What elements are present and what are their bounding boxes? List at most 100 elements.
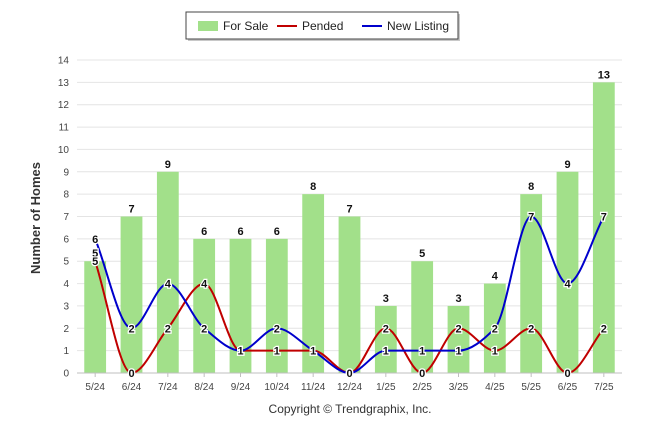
y-tick-label: 3 xyxy=(63,301,69,312)
data-label-new-listing: 2 xyxy=(201,323,207,335)
y-tick-label: 9 xyxy=(63,167,69,178)
y-tick-label: 4 xyxy=(63,279,69,290)
data-label-new-listing: 4 xyxy=(564,279,571,291)
data-label-pended: 4 xyxy=(201,279,208,291)
data-label-pended: 2 xyxy=(601,323,607,335)
data-label-new-listing: 2 xyxy=(128,323,134,335)
bar-for-sale[interactable] xyxy=(193,238,216,373)
data-label-for-sale: 8 xyxy=(528,181,534,193)
y-tick-label: 12 xyxy=(58,100,70,111)
series-lines xyxy=(94,215,605,375)
data-label-new-listing: 1 xyxy=(310,346,316,358)
data-label-pended: 1 xyxy=(310,346,316,358)
data-label-for-sale: 9 xyxy=(564,159,570,171)
x-tick-label: 4/25 xyxy=(485,382,505,393)
data-label-for-sale: 9 xyxy=(165,159,171,171)
x-tick-label: 6/24 xyxy=(122,382,142,393)
y-axis-title: Number of Homes xyxy=(28,162,43,274)
legend-label-new-listing[interactable]: New Listing xyxy=(387,19,449,33)
x-tick-label: 1/25 xyxy=(376,382,396,393)
data-label-new-listing: 7 xyxy=(601,212,607,224)
data-label-pended: 1 xyxy=(274,346,280,358)
data-label-pended: 0 xyxy=(128,368,134,380)
data-label-for-sale: 6 xyxy=(274,226,280,238)
data-label-for-sale: 3 xyxy=(383,293,389,305)
bar-for-sale[interactable] xyxy=(411,261,434,373)
x-tick-label: 8/24 xyxy=(194,382,214,393)
bar-for-sale[interactable] xyxy=(229,238,252,373)
data-label-for-sale: 8 xyxy=(310,181,316,193)
data-label-new-listing: 0 xyxy=(346,368,352,380)
bar-for-sale[interactable] xyxy=(374,305,397,373)
data-label-pended: 0 xyxy=(564,368,570,380)
bar-for-sale[interactable] xyxy=(84,261,107,373)
x-tick-label: 11/24 xyxy=(301,382,326,393)
data-label-for-sale: 13 xyxy=(598,69,610,81)
legend-label-for-sale[interactable]: For Sale xyxy=(223,19,269,33)
data-label-new-listing: 1 xyxy=(383,346,389,358)
legend-box xyxy=(185,11,459,40)
y-tick-label: 1 xyxy=(63,346,69,357)
bar-for-sale[interactable] xyxy=(338,216,361,374)
data-label-for-sale: 6 xyxy=(237,226,243,238)
y-tick-label: 7 xyxy=(63,212,69,223)
bar-for-sale[interactable] xyxy=(592,82,615,373)
legend-swatch-for-sale xyxy=(198,21,218,31)
data-label-new-listing: 2 xyxy=(274,323,280,335)
x-tick-label: 5/25 xyxy=(521,382,541,393)
copyright-text: Copyright © Trendgraphix, Inc. xyxy=(269,402,432,416)
y-tick-label: 10 xyxy=(58,145,70,156)
x-tick-label: 6/25 xyxy=(558,382,578,393)
data-label-new-listing: 6 xyxy=(92,234,98,246)
y-tick-label: 8 xyxy=(63,190,69,201)
data-label-pended: 2 xyxy=(383,323,389,335)
y-tick-label: 6 xyxy=(63,234,69,245)
bar-for-sale[interactable] xyxy=(156,171,179,373)
x-tick-label: 3/25 xyxy=(449,382,469,393)
y-tick-label: 2 xyxy=(63,324,69,335)
data-label-for-sale: 7 xyxy=(128,204,134,216)
data-label-new-listing: 2 xyxy=(492,323,498,335)
bar-for-sale[interactable] xyxy=(556,171,579,373)
data-label-new-listing: 1 xyxy=(419,346,425,358)
legend-label-pended[interactable]: Pended xyxy=(302,19,343,33)
bar-for-sale[interactable] xyxy=(520,194,543,373)
data-label-pended: 1 xyxy=(492,346,498,358)
bar-for-sale[interactable] xyxy=(447,305,470,373)
data-label-for-sale: 5 xyxy=(92,248,98,260)
bars-for-sale xyxy=(84,82,615,374)
x-tick-label: 7/25 xyxy=(594,382,614,393)
x-tick-label: 9/24 xyxy=(231,382,251,393)
legend[interactable]: For Sale Pended New Listing xyxy=(185,11,460,41)
data-label-new-listing: 7 xyxy=(528,212,534,224)
data-label-for-sale: 5 xyxy=(419,248,425,260)
data-label-for-sale: 3 xyxy=(455,293,461,305)
data-label-new-listing: 1 xyxy=(455,346,461,358)
data-label-for-sale: 4 xyxy=(492,271,499,283)
y-tick-label: 0 xyxy=(63,369,69,380)
y-tick-label: 5 xyxy=(63,257,69,268)
data-label-pended: 5 xyxy=(92,256,98,268)
data-label-pended: 0 xyxy=(419,368,425,380)
bar-for-sale[interactable] xyxy=(302,194,325,373)
x-tick-label: 10/24 xyxy=(264,382,289,393)
data-label-pended: 1 xyxy=(237,346,243,358)
bar-for-sale[interactable] xyxy=(120,216,143,374)
data-label-pended: 0 xyxy=(346,368,352,380)
x-tick-label: 5/24 xyxy=(85,382,105,393)
data-label-for-sale: 6 xyxy=(201,226,207,238)
bar-for-sale[interactable] xyxy=(265,238,288,373)
data-label-new-listing: 1 xyxy=(237,346,243,358)
data-label-for-sale: 7 xyxy=(346,204,352,216)
y-tick-label: 13 xyxy=(58,78,70,89)
y-tick-label: 11 xyxy=(59,123,70,134)
data-label-pended: 2 xyxy=(455,323,461,335)
data-label-pended: 2 xyxy=(528,323,534,335)
data-label-new-listing: 4 xyxy=(165,279,172,291)
x-tick-label: 7/24 xyxy=(158,382,178,393)
line-new-listing[interactable] xyxy=(94,215,605,375)
